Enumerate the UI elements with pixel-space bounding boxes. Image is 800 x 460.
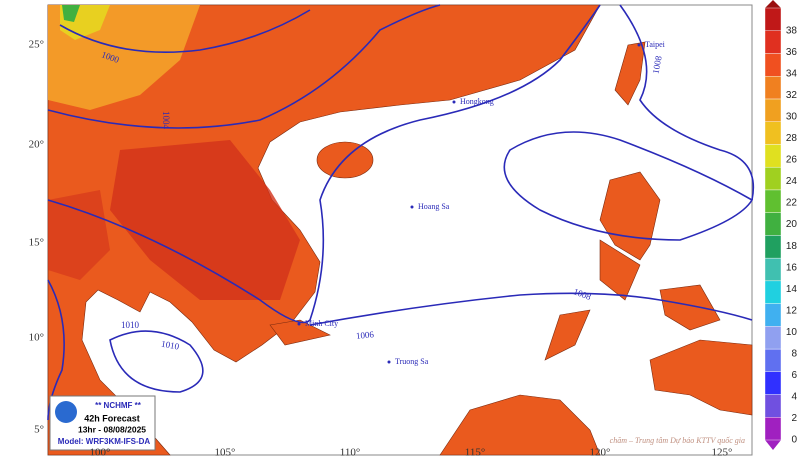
isobar-label: 1010 bbox=[160, 339, 180, 352]
land bbox=[47, 4, 753, 456]
colorbar-swatch bbox=[764, 144, 782, 168]
colorbar-swatch bbox=[764, 417, 782, 441]
colorbar-swatch bbox=[764, 53, 782, 77]
colorbar-tick-label: 24 bbox=[786, 176, 798, 187]
colorbar-tick-label: 22 bbox=[786, 198, 798, 209]
colorbar-tick-label: 4 bbox=[791, 392, 797, 403]
colorbar-tick-label: 0 bbox=[791, 435, 797, 446]
place-marker bbox=[452, 100, 456, 104]
colorbar-tick-label: 36 bbox=[786, 47, 798, 58]
isobars bbox=[47, 4, 754, 421]
colorbar-swatch bbox=[764, 348, 782, 372]
isobar-label: 1010 bbox=[121, 320, 140, 330]
colorbar-swatch bbox=[764, 371, 782, 395]
colorbar-swatch bbox=[764, 303, 782, 327]
colorbar-swatch bbox=[764, 7, 782, 31]
place-marker bbox=[297, 322, 301, 326]
isobar-label: 1008 bbox=[651, 55, 664, 75]
colorbar-swatch bbox=[764, 212, 782, 236]
colorbar-swatch bbox=[764, 166, 782, 191]
lat-label: 10° bbox=[29, 332, 44, 344]
colorbar bbox=[765, 0, 781, 450]
footer-credit: chăm – Trung tâm Dự báo KTTV quốc gia bbox=[610, 436, 745, 445]
colorbar-swatch bbox=[764, 189, 782, 213]
place-label: Taipei bbox=[645, 40, 666, 49]
colorbar-tick-label: 2 bbox=[791, 413, 797, 424]
colorbar-swatch bbox=[764, 98, 782, 122]
colorbar-tick-label: 16 bbox=[786, 262, 798, 273]
colorbar-swatch bbox=[764, 326, 782, 350]
colorbar-tick-label: 34 bbox=[786, 68, 798, 79]
legend-box bbox=[49, 395, 156, 451]
colorbar-swatch bbox=[764, 394, 782, 418]
colorbar-swatch bbox=[764, 76, 782, 100]
legend-org: ** NCHMF ** bbox=[95, 401, 142, 410]
place-label: Truong Sa bbox=[395, 357, 429, 366]
colorbar-tick-label: 12 bbox=[786, 305, 798, 316]
colorbar-tick-label: 18 bbox=[786, 241, 798, 252]
lat-label: 20° bbox=[29, 139, 44, 151]
colorbar-tick-label: 14 bbox=[786, 284, 798, 295]
colorbar-tick-label: 20 bbox=[786, 219, 798, 230]
lon-label: 100° bbox=[90, 447, 111, 459]
colorbar-tick-label: 30 bbox=[786, 112, 798, 123]
place-marker bbox=[410, 205, 414, 209]
lon-label: 105° bbox=[215, 447, 236, 459]
place-label: Hongkong bbox=[460, 97, 494, 106]
colorbar-swatch bbox=[764, 280, 782, 304]
colorbar-tick-label: 8 bbox=[791, 348, 797, 359]
colorbar-tick-label: 6 bbox=[791, 370, 797, 381]
lon-label: 125° bbox=[712, 447, 733, 459]
lon-label: 115° bbox=[465, 447, 486, 459]
colorbar-swatch bbox=[764, 30, 782, 54]
lat-label: 5° bbox=[34, 424, 44, 436]
legend-time: 13hr - 08/08/2025 bbox=[78, 424, 146, 434]
colorbar-tick-label: 38 bbox=[786, 25, 798, 36]
colorbar-tick-label: 28 bbox=[786, 133, 798, 144]
place-marker bbox=[637, 43, 641, 47]
place-label: Hoang Sa bbox=[418, 202, 450, 211]
colorbar-swatch bbox=[764, 235, 782, 259]
isobar-label: 1006 bbox=[356, 329, 375, 341]
colorbar-swatch bbox=[764, 257, 782, 282]
lat-label: 25° bbox=[29, 39, 44, 51]
colorbar-tick-label: 10 bbox=[786, 327, 798, 338]
place-marker bbox=[387, 360, 391, 364]
isobar-label: 1004 bbox=[161, 111, 171, 130]
lon-label: 120° bbox=[590, 447, 611, 459]
lat-label: 15° bbox=[29, 237, 44, 249]
place-label: Minh City bbox=[305, 319, 338, 328]
legend-forecast: 42h Forecast bbox=[84, 413, 140, 423]
legend-model: Model: WRF3KM-IFS-DA bbox=[58, 437, 151, 446]
colorbar-tick-label: 26 bbox=[786, 155, 798, 166]
lon-label: 110° bbox=[340, 447, 361, 459]
colorbar-tick-label: 32 bbox=[786, 90, 798, 101]
colorbar-swatch bbox=[764, 121, 782, 145]
